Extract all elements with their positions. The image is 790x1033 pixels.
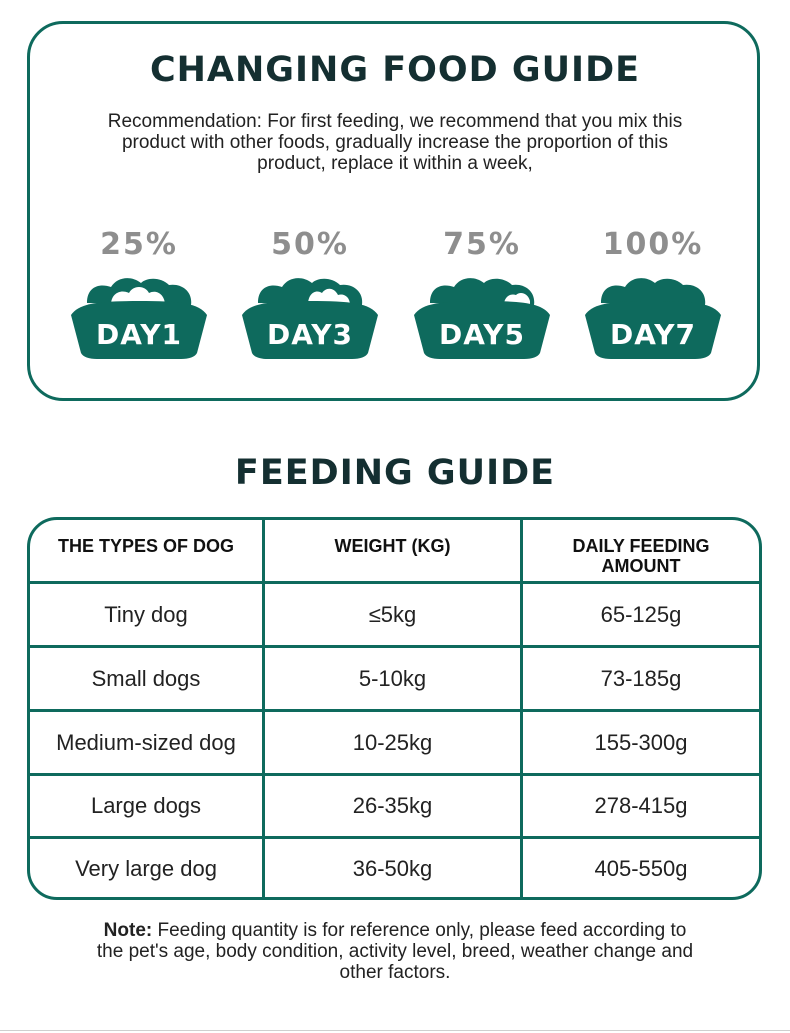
- feeding-note: Note: Feeding quantity is for reference …: [95, 920, 695, 983]
- step-day-label: DAY7: [583, 318, 723, 352]
- cell-dog-type: Very large dog: [30, 839, 262, 899]
- header-daily-amount: DAILY FEEDING AMOUNT: [523, 520, 759, 581]
- cell-weight: 26-35kg: [265, 776, 520, 836]
- step-percent: 75%: [412, 225, 552, 265]
- note-label: Note:: [104, 920, 153, 941]
- feeding-guide-title: FEEDING GUIDE: [0, 451, 790, 495]
- cell-daily-amount: 73-185g: [523, 648, 759, 709]
- bottom-divider: [0, 1030, 790, 1031]
- cell-daily-amount: 405-550g: [523, 839, 759, 899]
- step-percent: 25%: [69, 225, 209, 265]
- step-day-label: DAY3: [240, 318, 380, 352]
- cell-daily-amount: 65-125g: [523, 584, 759, 645]
- day-step-1: 25% DAY1: [69, 225, 209, 365]
- step-day-label: DAY5: [412, 318, 552, 352]
- cell-weight: ≤5kg: [265, 584, 520, 645]
- note-text: Feeding quantity is for reference only, …: [97, 920, 693, 983]
- cell-weight: 36-50kg: [265, 839, 520, 899]
- feeding-guide-table: THE TYPES OF DOG WEIGHT (KG) DAILY FEEDI…: [27, 517, 762, 900]
- changing-food-guide-title: CHANGING FOOD GUIDE: [0, 48, 790, 92]
- cell-dog-type: Medium-sized dog: [30, 712, 262, 773]
- day-step-4: 100% DAY7: [583, 225, 723, 365]
- cell-dog-type: Small dogs: [30, 648, 262, 709]
- cell-daily-amount: 155-300g: [523, 712, 759, 773]
- cell-dog-type: Tiny dog: [30, 584, 262, 645]
- header-dog-type: THE TYPES OF DOG: [30, 520, 262, 581]
- cell-daily-amount: 278-415g: [523, 776, 759, 836]
- step-day-label: DAY1: [69, 318, 209, 352]
- recommendation-text: Recommendation: For first feeding, we re…: [95, 111, 695, 174]
- day-step-2: 50% DAY3: [240, 225, 380, 365]
- header-weight: WEIGHT (KG): [265, 520, 520, 581]
- step-percent: 100%: [583, 225, 723, 265]
- day-step-3: 75% DAY5: [412, 225, 552, 365]
- cell-dog-type: Large dogs: [30, 776, 262, 836]
- cell-weight: 5-10kg: [265, 648, 520, 709]
- step-percent: 50%: [240, 225, 380, 265]
- cell-weight: 10-25kg: [265, 712, 520, 773]
